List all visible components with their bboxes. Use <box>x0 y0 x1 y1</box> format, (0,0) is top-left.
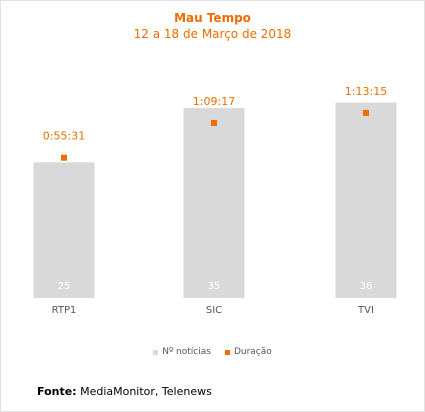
bar-tvi <box>335 102 397 298</box>
legend-swatch-duration <box>224 349 230 355</box>
bar-sic <box>183 108 245 298</box>
chart-plot: 25 RTP1 0:55:31 35 SIC 1:09:17 36 TVI 1:13:15 <box>33 85 397 316</box>
source-label: Fonte: <box>37 385 77 398</box>
chart-title: Mau Tempo <box>174 11 251 25</box>
bar-value-label-sic: 35 <box>208 281 221 292</box>
chart-legend: Nº notícias Duração <box>1 347 424 357</box>
legend-item-duration[interactable]: Duração <box>224 347 272 357</box>
source-text: MediaMonitor, Telenews <box>80 385 212 398</box>
legend-item-news-count[interactable]: Nº notícias <box>153 347 211 357</box>
chart-subtitle: 12 a 18 de Março de 2018 <box>133 27 292 41</box>
x-tick-label-rtp1: RTP1 <box>52 305 77 316</box>
legend-label-duration: Duração <box>233 347 272 357</box>
duration-label-tvi: 1:13:15 <box>345 85 387 98</box>
duration-marker-sic <box>211 119 217 126</box>
legend-label-news-count: Nº notícias <box>162 347 211 357</box>
duration-marker-rtp1 <box>61 154 67 161</box>
duration-label-sic: 1:09:17 <box>193 95 235 108</box>
legend-swatch-news-count <box>153 349 159 355</box>
duration-label-rtp1: 0:55:31 <box>43 130 85 143</box>
bar-value-label-tvi: 36 <box>360 281 373 292</box>
x-tick-label-sic: SIC <box>206 305 222 316</box>
bar-value-label-rtp1: 25 <box>58 281 71 292</box>
source-note: Fonte: MediaMonitor, Telenews <box>37 385 212 398</box>
duration-marker-tvi <box>363 109 369 116</box>
x-tick-label-tvi: TVI <box>357 305 374 316</box>
bar-rtp1 <box>33 162 95 298</box>
